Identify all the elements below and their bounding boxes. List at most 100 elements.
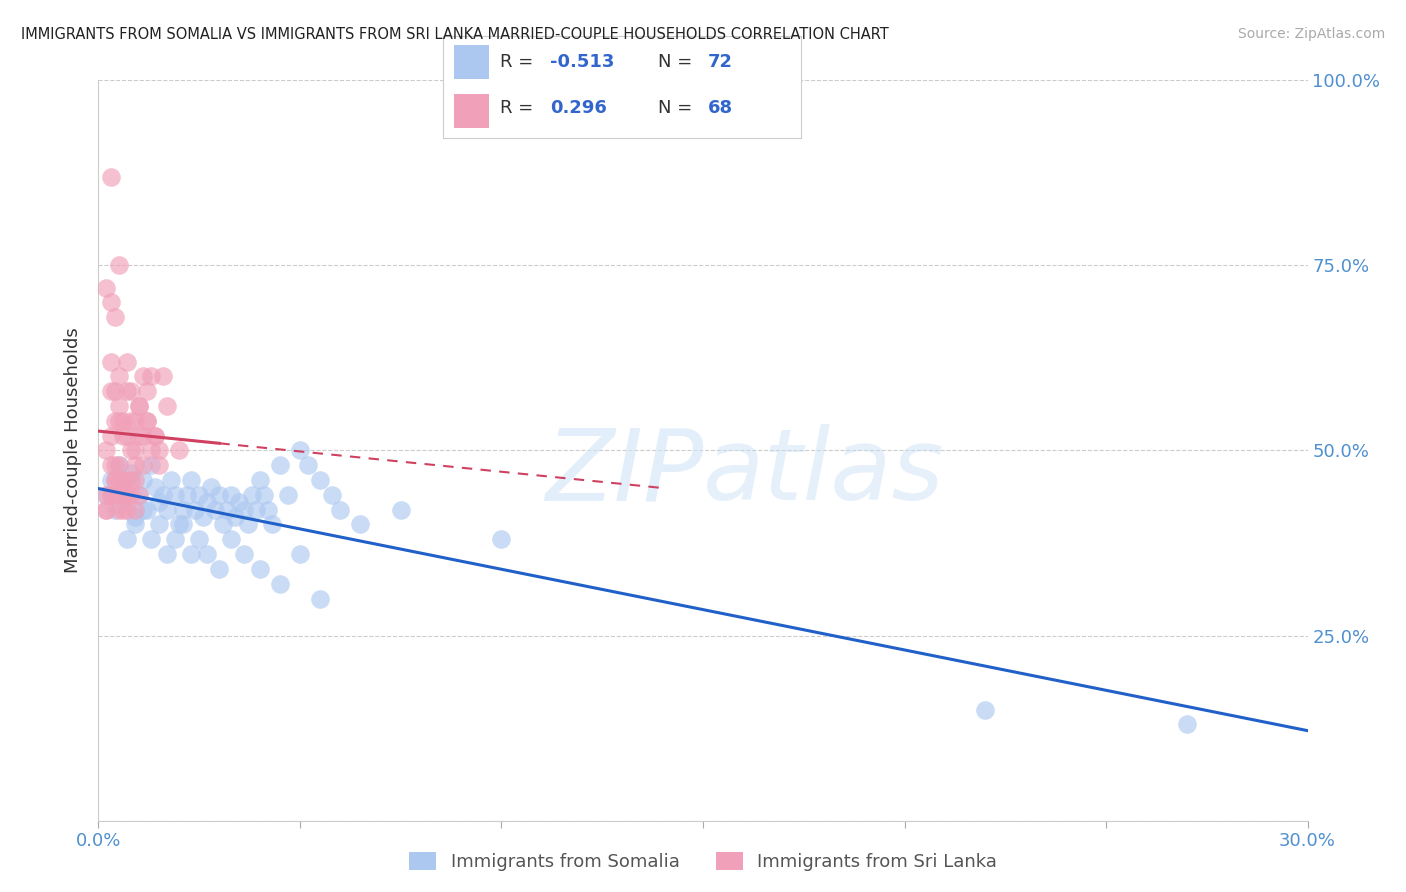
Point (96, 502, 118, 516)
Point (100, 428, 122, 442)
Point (221, 533, 243, 547)
Point (115, 533, 138, 547)
Point (124, 502, 146, 516)
Text: R =: R = (501, 53, 540, 70)
Point (115, 354, 138, 368)
Text: 72: 72 (709, 53, 733, 70)
Point (148, 495, 170, 509)
Point (309, 473, 332, 487)
Point (128, 399, 150, 413)
Text: N =: N = (658, 99, 697, 117)
Point (329, 502, 352, 516)
Point (107, 399, 129, 413)
Point (269, 576, 291, 591)
Point (128, 488, 150, 502)
Point (132, 428, 155, 442)
Text: IMMIGRANTS FROM SOMALIA VS IMMIGRANTS FROM SRI LANKA MARRIED-COUPLE HOUSEHOLDS C: IMMIGRANTS FROM SOMALIA VS IMMIGRANTS FR… (21, 27, 889, 42)
Text: N =: N = (658, 53, 697, 70)
Point (224, 510, 246, 524)
Point (103, 488, 125, 502)
Point (236, 517, 259, 532)
Text: ZIP: ZIP (544, 425, 703, 521)
Point (297, 458, 319, 473)
Point (111, 414, 134, 428)
Point (195, 547, 218, 561)
Point (120, 488, 142, 502)
Text: 0.296: 0.296 (551, 99, 607, 117)
Point (172, 517, 194, 532)
FancyBboxPatch shape (454, 45, 489, 78)
Point (139, 458, 162, 473)
Point (96, 280, 118, 294)
Point (100, 295, 122, 310)
Point (100, 384, 122, 399)
Point (148, 517, 170, 532)
Point (115, 488, 138, 502)
Point (107, 369, 129, 384)
Text: R =: R = (501, 99, 540, 117)
Point (96, 488, 118, 502)
Point (120, 414, 142, 428)
Point (103, 384, 125, 399)
Point (1175, 717, 1198, 731)
Point (269, 458, 291, 473)
Point (240, 488, 263, 502)
Point (96, 488, 118, 502)
Point (160, 473, 183, 487)
Point (103, 414, 125, 428)
Point (167, 517, 190, 532)
Point (277, 488, 299, 502)
Point (111, 488, 134, 502)
Point (491, 533, 513, 547)
Point (100, 488, 122, 502)
Point (103, 458, 125, 473)
Point (245, 502, 267, 516)
Point (132, 473, 155, 487)
Point (100, 488, 122, 502)
Point (103, 502, 125, 516)
Point (974, 703, 997, 717)
Point (96, 443, 118, 458)
Point (389, 502, 412, 516)
Point (107, 414, 129, 428)
Point (100, 473, 122, 487)
Point (96, 502, 118, 516)
Point (115, 384, 138, 399)
Point (156, 502, 179, 516)
Point (107, 458, 129, 473)
Point (100, 458, 122, 473)
Point (103, 473, 125, 487)
Point (115, 473, 138, 487)
Point (115, 502, 138, 516)
Point (107, 473, 129, 487)
Point (124, 414, 146, 428)
Point (139, 443, 162, 458)
Point (156, 399, 179, 413)
Point (107, 502, 129, 516)
Point (124, 443, 146, 458)
Point (100, 354, 122, 368)
Point (124, 510, 146, 524)
Point (167, 443, 190, 458)
Point (135, 414, 157, 428)
Point (232, 502, 254, 516)
Point (163, 488, 186, 502)
Point (143, 428, 166, 442)
Point (107, 458, 129, 473)
Point (128, 488, 150, 502)
Point (253, 488, 276, 502)
Point (100, 169, 122, 184)
Point (111, 428, 134, 442)
Point (132, 502, 155, 516)
Point (152, 369, 174, 384)
Point (184, 502, 207, 516)
Point (208, 488, 231, 502)
Point (143, 428, 166, 442)
Point (152, 488, 174, 502)
Text: 68: 68 (709, 99, 734, 117)
Point (204, 502, 226, 516)
Point (115, 428, 138, 442)
Point (249, 562, 271, 576)
Point (103, 473, 125, 487)
Point (232, 547, 254, 561)
